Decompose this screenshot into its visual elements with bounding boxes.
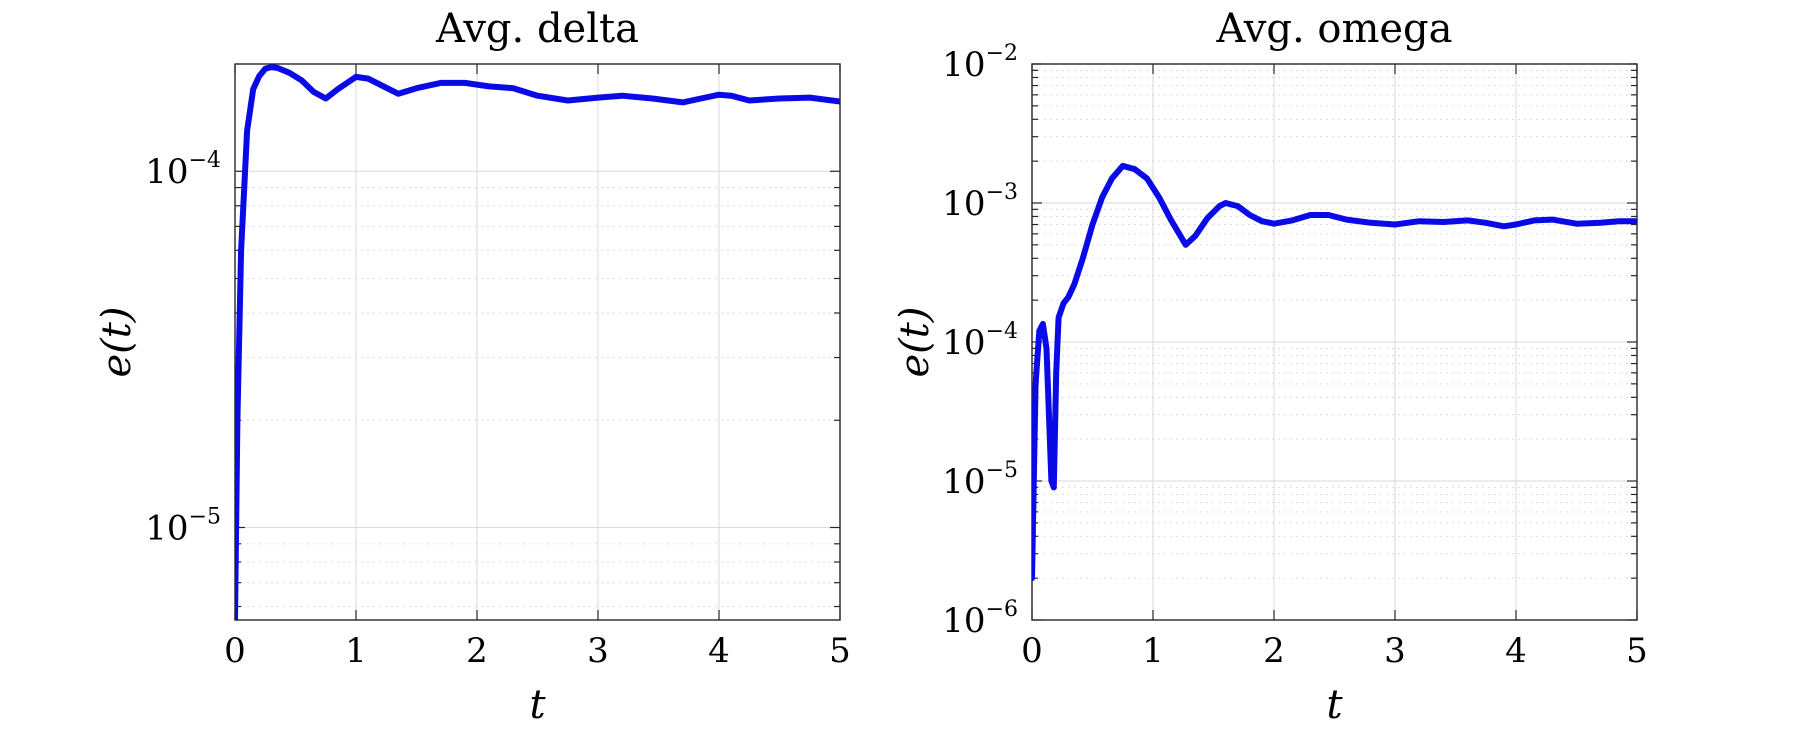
y-axis-label: e(t) (892, 307, 938, 378)
y-tick-exponent: −2 (986, 41, 1018, 66)
chart-avg-omega: Avg. omega t e(t) 10−610−510−410−310−20 1… (892, 6, 1648, 728)
grid (1032, 64, 1637, 620)
y-tick-base: 10 (942, 601, 985, 641)
y-tick-label: 10−4 (145, 148, 221, 192)
y-tick-base: 10 (942, 323, 985, 363)
y-tick-label: 10−5 (145, 505, 221, 549)
chart-title: Avg. delta (435, 6, 639, 52)
series-line (1032, 162, 1637, 582)
series-layer (1032, 162, 1637, 582)
y-tick-exponent: −3 (986, 180, 1018, 205)
y-tick-exponent: −5 (986, 458, 1018, 483)
y-tick-base: 10 (145, 509, 188, 549)
y-tick-base: 10 (942, 45, 985, 85)
chart-avg-delta: Avg. delta t e(t) 10−510−40 1 2 3 4 5 (94, 6, 851, 728)
x-tick-label: 1 (345, 631, 367, 671)
x-tick-label: 3 (1384, 631, 1406, 671)
y-axis-label: e(t) (94, 307, 140, 378)
y-tick-label: 10−5 (942, 458, 1018, 502)
x-tick-label: 0 (1021, 631, 1043, 671)
y-tick-exponent: −4 (986, 319, 1018, 344)
ticks: 10−610−510−410−310−20 1 2 3 4 5 (942, 41, 1648, 671)
y-tick-label: 10−4 (942, 319, 1018, 363)
y-tick-base: 10 (145, 152, 188, 192)
y-tick-exponent: −5 (189, 505, 221, 530)
series-layer (235, 64, 840, 620)
x-tick-label: 4 (1505, 631, 1527, 671)
x-tick-label: 5 (1626, 631, 1648, 671)
x-tick-label: 3 (587, 631, 609, 671)
y-tick-exponent: −4 (189, 148, 221, 173)
x-axis-label: t (529, 682, 546, 728)
series-line (235, 64, 840, 620)
x-tick-label: 2 (1263, 631, 1285, 671)
x-axis-label: t (1326, 682, 1343, 728)
x-tick-label: 2 (466, 631, 488, 671)
grid (235, 64, 840, 620)
y-tick-label: 10−3 (942, 180, 1018, 224)
chart-title: Avg. omega (1215, 6, 1452, 52)
x-tick-label: 1 (1142, 631, 1164, 671)
x-tick-label: 0 (224, 631, 246, 671)
y-tick-base: 10 (942, 184, 985, 224)
plot-area-frame (234, 63, 841, 621)
y-tick-label: 10−6 (942, 597, 1018, 641)
x-tick-label: 5 (829, 631, 851, 671)
ticks: 10−510−40 1 2 3 4 5 (145, 64, 851, 671)
y-tick-label: 10−2 (942, 41, 1018, 85)
x-tick-label: 4 (708, 631, 730, 671)
y-tick-exponent: −6 (986, 597, 1018, 622)
y-tick-base: 10 (942, 462, 985, 502)
